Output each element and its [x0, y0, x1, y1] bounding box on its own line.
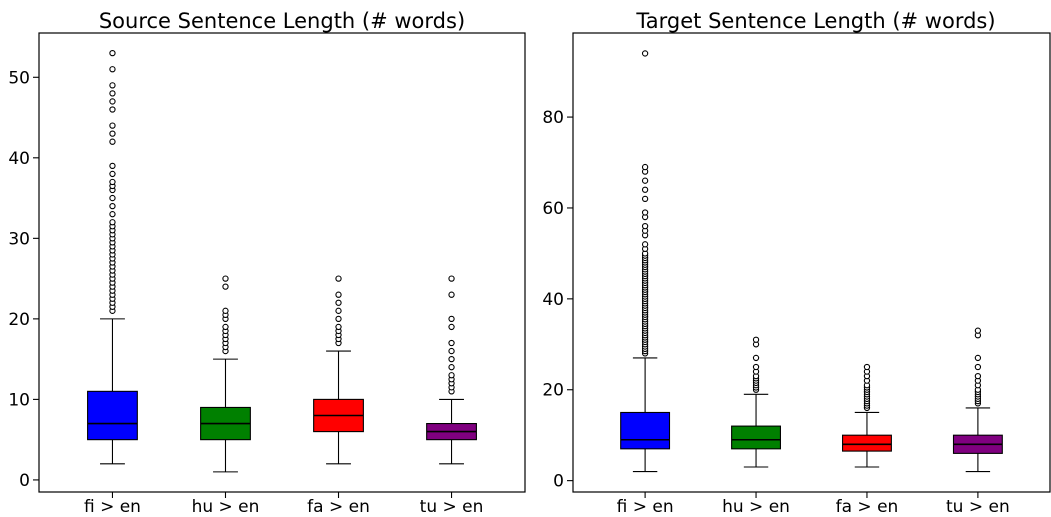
y-tick-label: 10	[8, 390, 30, 410]
y-tick-label: 20	[8, 310, 30, 330]
target-length-panel: Target Sentence Length (# words) 0 20 40 60…	[542, 9, 1051, 517]
outlier-point	[222, 323, 229, 331]
x-axis-ticks: fi > en hu > en fa > en tu > en	[84, 492, 483, 517]
outlier-point	[109, 122, 116, 129]
outlier-point	[109, 170, 116, 178]
outlier-point	[109, 130, 116, 137]
x-tick-label: fa > en	[307, 497, 370, 517]
outlier-point	[109, 138, 116, 145]
boxplot-fa-to-en	[313, 275, 364, 465]
outlier-point	[641, 50, 649, 57]
plot-frame	[38, 32, 526, 493]
boxplots	[87, 49, 477, 473]
iqr-box	[620, 411, 671, 450]
boxplot-tu-to-en	[426, 275, 477, 465]
boxplots	[620, 50, 1003, 473]
outlier-point	[335, 307, 342, 314]
outlier-point	[448, 364, 455, 371]
boxplot-fa-to-en	[842, 363, 892, 468]
outlier-point	[641, 195, 649, 203]
outlier-point	[448, 372, 455, 379]
boxplot-hu-to-en	[200, 275, 251, 473]
outlier-point	[109, 90, 116, 97]
x-tick-label: fa > en	[836, 497, 899, 517]
outlier-point	[974, 372, 982, 380]
outlier-point	[335, 291, 342, 298]
outlier-point	[863, 363, 871, 371]
outlier-point	[335, 275, 342, 282]
y-axis-ticks: 0 10 20 30 40 50	[8, 68, 39, 491]
outlier-point	[641, 241, 649, 248]
outlier-point	[109, 219, 116, 226]
outlier-point	[974, 354, 982, 362]
outlier-point	[641, 186, 649, 193]
outlier-point	[641, 222, 649, 230]
outlier-point	[448, 275, 455, 282]
boxplot-hu-to-en	[731, 336, 781, 468]
x-tick-label: fi > en	[617, 497, 674, 517]
boxplot-tu-to-en	[952, 327, 1003, 473]
iqr-box	[842, 434, 892, 452]
outlier-point	[109, 106, 116, 113]
outlier-point	[335, 299, 342, 306]
outlier-point	[222, 283, 229, 290]
outlier-point	[335, 315, 342, 323]
outlier-point	[109, 49, 116, 57]
outlier-point	[109, 98, 116, 105]
outlier-point	[448, 291, 455, 298]
y-tick-label: 0	[19, 471, 30, 491]
outlier-point	[974, 363, 982, 371]
outlier-point	[448, 355, 455, 363]
y-tick-label: 20	[542, 381, 564, 401]
chart-title: Source Sentence Length (# words)	[99, 9, 465, 33]
y-tick-label: 0	[553, 472, 564, 492]
outlier-point	[641, 177, 649, 184]
outlier-point	[335, 323, 342, 331]
outlier-point	[109, 178, 116, 186]
outlier-point	[109, 82, 116, 89]
x-axis-ticks: fi > en hu > en fa > en tu > en	[617, 492, 1010, 517]
y-tick-label: 50	[8, 68, 30, 88]
plot-frame	[572, 32, 1051, 493]
source-length-panel: Source Sentence Length (# words) 0 10 20 30…	[8, 9, 526, 517]
y-axis-ticks: 0 20 40 60 80	[542, 108, 573, 492]
outlier-point	[222, 275, 229, 282]
outlier-point	[109, 211, 116, 218]
y-tick-label: 30	[8, 229, 30, 249]
outlier-point	[752, 354, 760, 362]
outlier-point	[109, 66, 116, 73]
chart-title: Target Sentence Length (# words)	[635, 9, 995, 33]
outlier-point	[752, 336, 760, 343]
outlier-point	[222, 307, 229, 314]
outlier-point	[641, 209, 649, 216]
x-tick-label: tu > en	[946, 497, 1010, 517]
boxplot-fi-to-en	[87, 49, 138, 465]
y-tick-label: 60	[542, 199, 564, 219]
x-tick-label: tu > en	[420, 497, 484, 517]
outlier-point	[974, 327, 982, 334]
x-tick-label: hu > en	[192, 497, 260, 517]
outlier-point	[448, 339, 455, 347]
outlier-point	[641, 163, 649, 171]
x-tick-label: hu > en	[722, 497, 790, 517]
y-tick-label: 40	[542, 290, 564, 310]
outlier-point	[109, 202, 116, 210]
boxplot-fi-to-en	[620, 50, 671, 473]
outlier-point	[109, 194, 116, 202]
outlier-point	[109, 162, 116, 170]
outlier-point	[752, 363, 760, 371]
outlier-point	[448, 347, 455, 355]
y-tick-label: 80	[542, 108, 564, 128]
iqr-box	[87, 390, 138, 441]
outlier-point	[448, 323, 455, 331]
iqr-box	[731, 425, 781, 450]
outlier-point	[448, 315, 455, 323]
y-tick-label: 40	[8, 149, 30, 169]
x-tick-label: fi > en	[84, 497, 141, 517]
